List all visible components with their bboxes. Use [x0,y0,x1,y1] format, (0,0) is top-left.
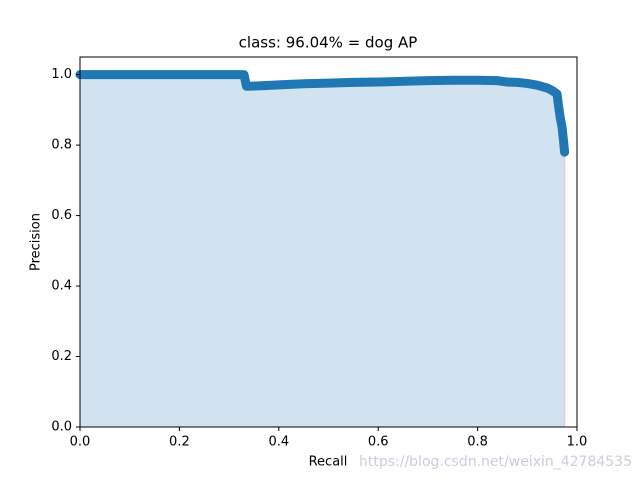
area-fill [80,74,565,427]
plot-frame [79,56,578,428]
x-tick-label: 1.0 [567,435,588,450]
y-axis-label: Precision [29,213,44,271]
y-tick-label: 0.2 [51,349,72,364]
x-tick-label: 0.0 [70,435,91,450]
x-tick-label: 0.6 [368,435,389,450]
y-tick-label: 0.6 [51,208,72,223]
watermark: https://blog.csdn.net/weixin_42784535 [359,454,632,470]
chart-title: class: 96.04% = dog AP [239,34,418,52]
y-tick-label: 0.4 [51,279,72,294]
x-tick-label: 0.4 [268,435,289,450]
x-tick-label: 0.2 [169,435,190,450]
y-tick-label: 0.8 [51,138,72,153]
y-tick-label: 0.0 [51,420,72,435]
y-tick-label: 1.0 [51,67,72,82]
x-axis-label: Recall [309,455,348,470]
x-tick-label: 0.8 [467,435,488,450]
pr-curve [75,70,570,157]
